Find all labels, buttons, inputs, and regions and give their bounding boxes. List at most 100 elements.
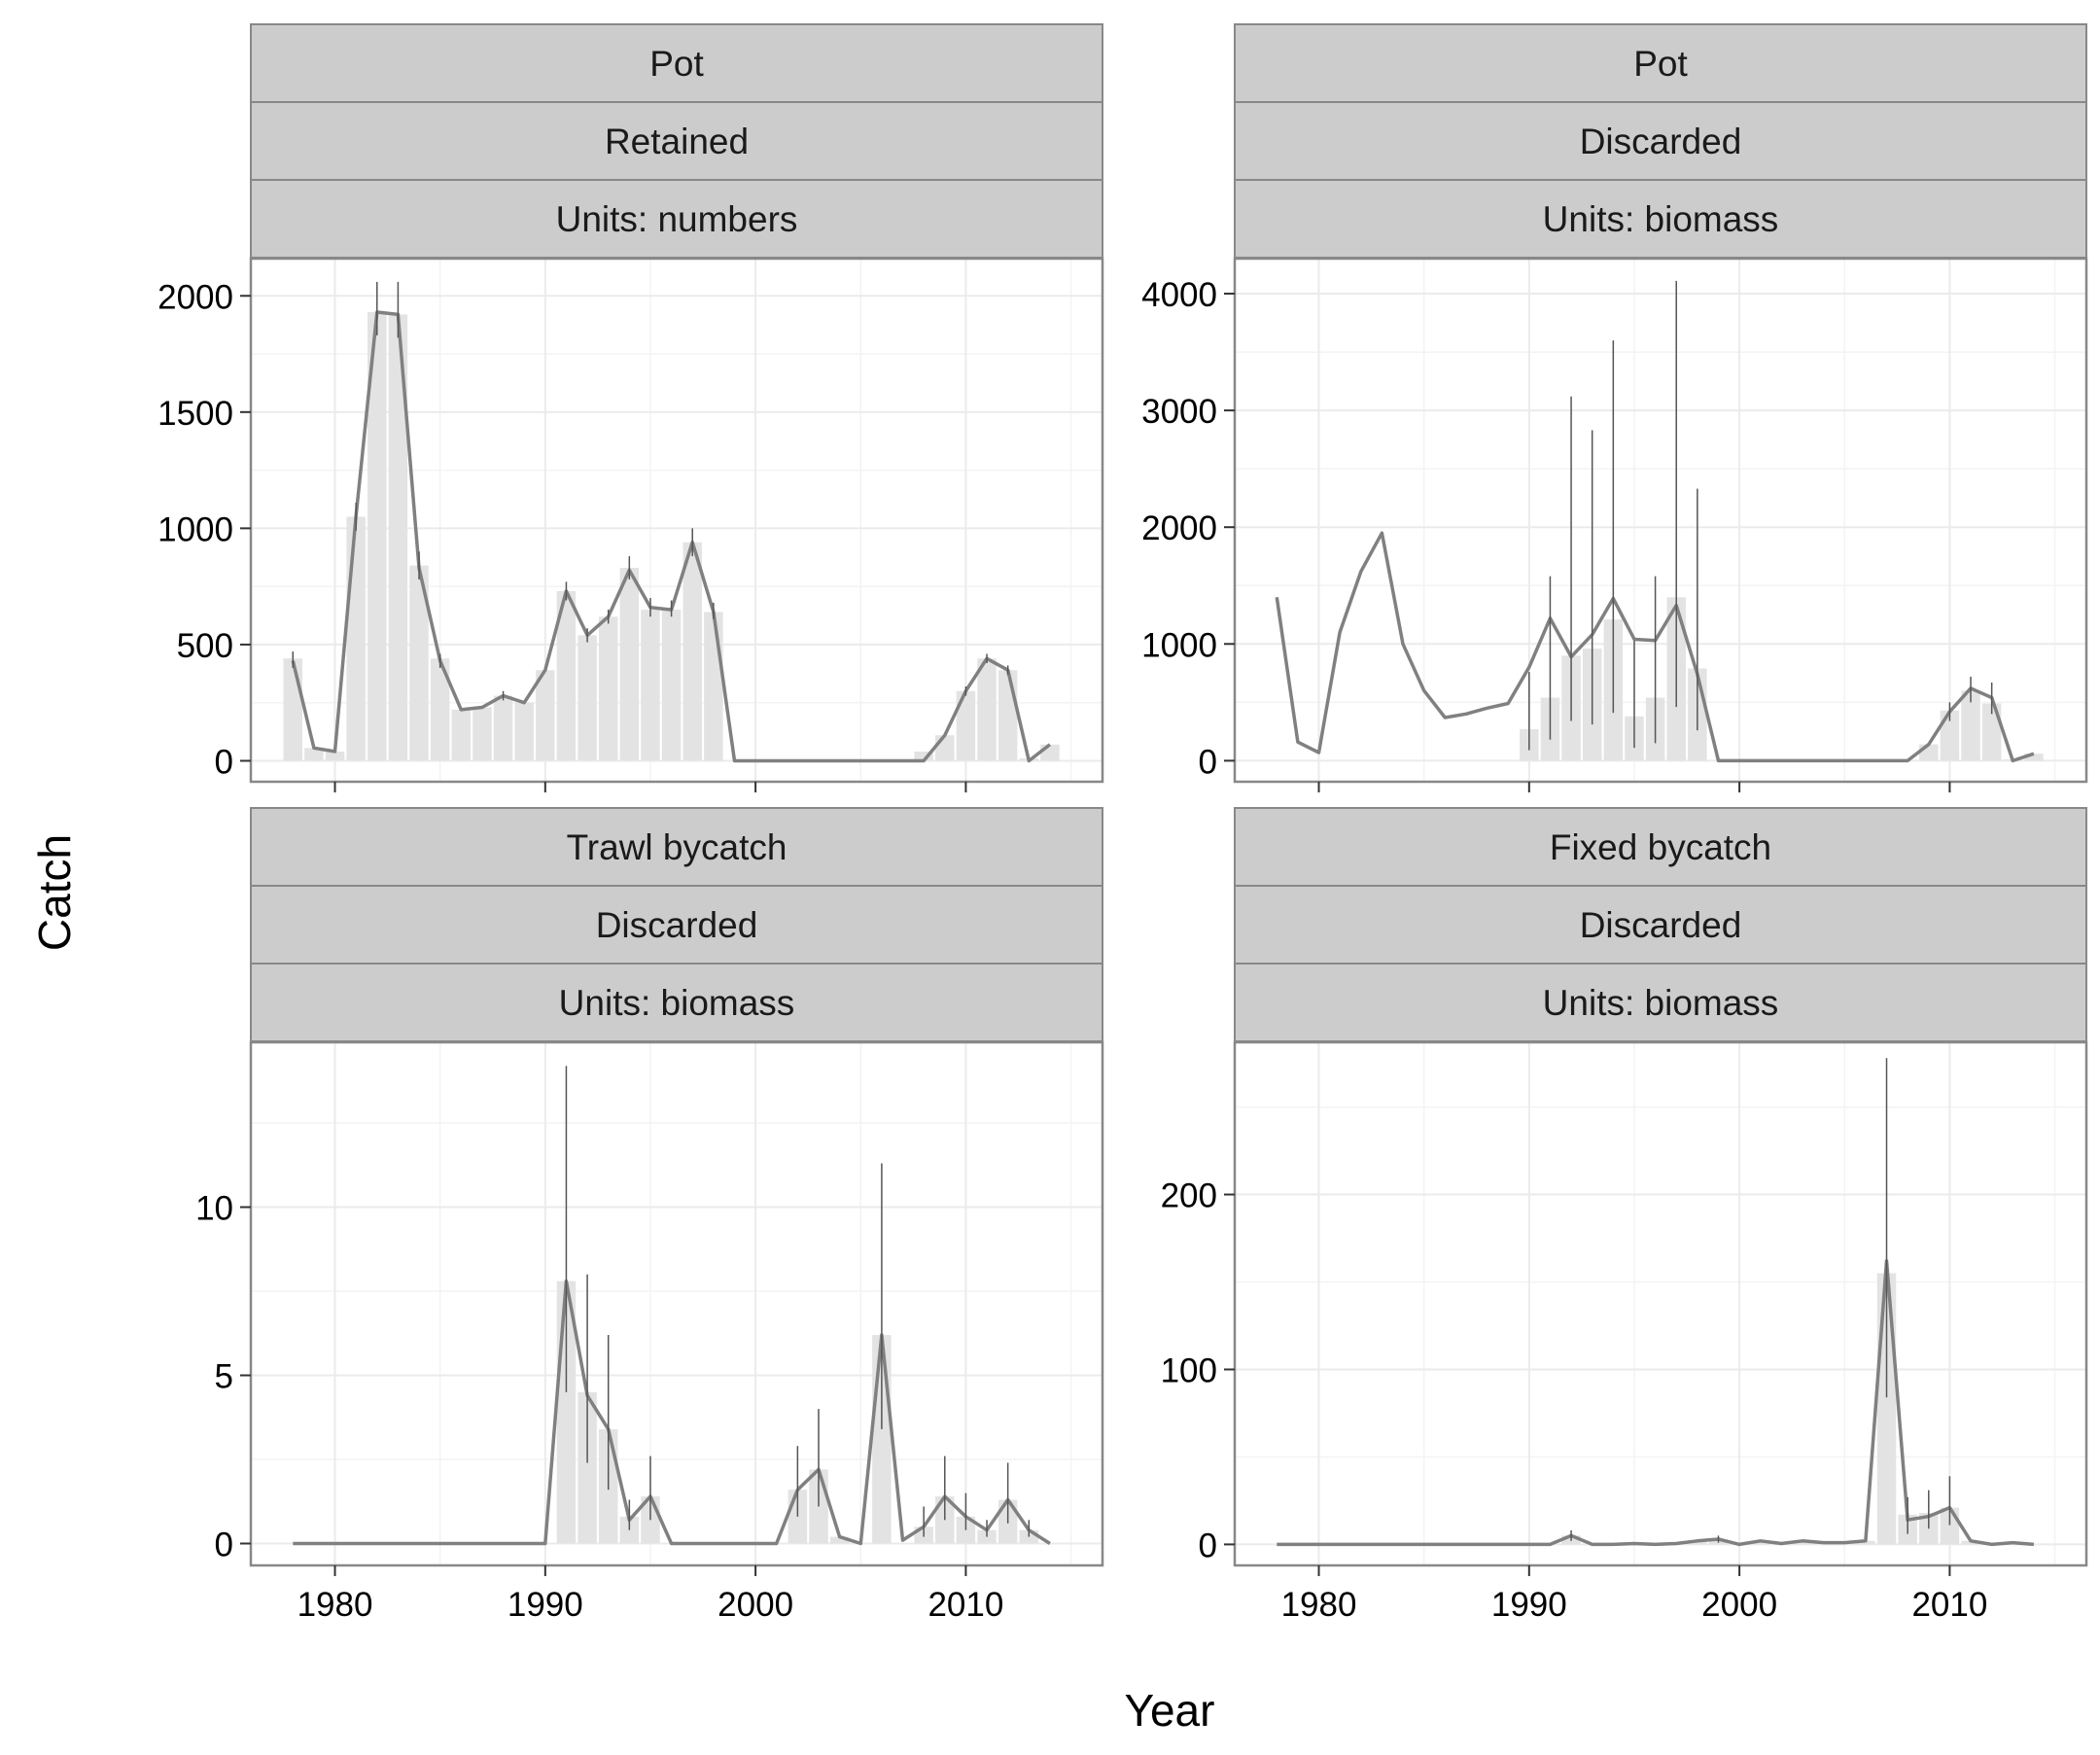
facet-panel-2: Pot Discarded Units: biomass 0 1000 2000 3000 4… — [1141, 23, 2088, 792]
bar — [536, 670, 555, 761]
bar — [619, 568, 640, 761]
facet-strip-label: Trawl bycatch — [567, 827, 788, 867]
bar — [493, 695, 513, 761]
x-tick-label: 2000 — [1701, 1586, 1777, 1624]
plot-area — [1235, 259, 2086, 782]
bar — [430, 658, 450, 761]
bar — [514, 702, 534, 761]
facet-strip-label: Units: biomass — [1543, 199, 1779, 239]
y-tick-label: 1500 — [158, 395, 233, 433]
y-tick-label: 0 — [1199, 743, 1217, 781]
bar — [598, 616, 618, 761]
bar — [935, 735, 955, 761]
facet-strip-label: Discarded — [596, 905, 758, 945]
y-tick-label: 0 — [1199, 1527, 1217, 1564]
bar — [2024, 754, 2044, 761]
x-tick-label: 1990 — [508, 1586, 583, 1624]
bar — [578, 1391, 597, 1544]
bar — [578, 635, 597, 761]
bar — [704, 612, 723, 761]
facet-strip-label: Pot — [1633, 44, 1688, 84]
bar — [1751, 1540, 1770, 1545]
bar — [682, 542, 702, 761]
facet-strip-label: Fixed bycatch — [1550, 827, 1771, 867]
x-axis-label: Year — [1125, 1685, 1215, 1736]
facet-strip — [1234, 963, 2087, 1042]
bar — [409, 565, 429, 761]
bar — [1961, 690, 1980, 761]
bar — [556, 590, 577, 761]
bar — [1040, 744, 1060, 761]
panel-border — [249, 1040, 1104, 1567]
y-tick-label: 100 — [1161, 1351, 1217, 1389]
y-tick-label: 1000 — [1141, 626, 1217, 664]
bar — [977, 658, 997, 761]
bar — [304, 748, 324, 761]
facet-strip-label: Units: biomass — [1543, 983, 1779, 1023]
facet-strip-label: Pot — [649, 44, 704, 84]
bar — [368, 311, 387, 761]
bar — [388, 314, 408, 761]
bar — [1961, 1540, 1980, 1545]
x-tick-label: 2010 — [1911, 1586, 1987, 1624]
bar — [1940, 710, 1960, 761]
facet-strip-label: Discarded — [1580, 122, 1742, 161]
y-tick-label: 200 — [1161, 1177, 1217, 1215]
plot-area — [251, 1042, 1102, 1565]
x-tick-label: 1980 — [1281, 1586, 1357, 1624]
y-tick-label: 2000 — [158, 278, 233, 316]
facet-strip — [250, 101, 1103, 181]
bar — [1688, 1540, 1707, 1545]
bar — [283, 658, 302, 761]
y-tick-label: 0 — [215, 743, 233, 781]
bar — [661, 610, 682, 761]
facet-strip — [250, 807, 1103, 887]
bar — [1981, 703, 2002, 761]
x-tick-label: 1990 — [1491, 1586, 1567, 1624]
facet-strip — [1234, 885, 2087, 965]
facet-strip — [250, 885, 1103, 965]
facet-strip — [250, 23, 1103, 103]
facet-panel-3: Trawl bycatch Discarded Units: biomass 0 5 10… — [195, 807, 1104, 1624]
y-axis-label: Catch — [29, 834, 80, 951]
x-tick-label: 2010 — [928, 1586, 1003, 1624]
y-tick-label: 4000 — [1141, 276, 1217, 314]
facet-strip-label: Units: biomass — [559, 983, 795, 1023]
bar — [641, 610, 660, 761]
facet-strip — [1234, 807, 2087, 887]
bar — [956, 690, 976, 761]
y-tick-label: 2000 — [1141, 509, 1217, 547]
y-tick-label: 5 — [215, 1358, 233, 1396]
y-tick-label: 0 — [215, 1527, 233, 1564]
bar — [998, 670, 1018, 761]
facet-strip-label: Retained — [605, 122, 749, 161]
bar — [914, 751, 933, 761]
bar — [1793, 1540, 1812, 1545]
plot-area — [1235, 1042, 2086, 1565]
panel-border — [1233, 1040, 2088, 1567]
bar — [1856, 1540, 1875, 1545]
facet-panel-1: Pot Retained Units: numbers 0 500 1000 1500 200… — [158, 23, 1104, 792]
bar — [325, 751, 345, 761]
y-tick-label: 10 — [195, 1190, 233, 1228]
facet-strip-label: Units: numbers — [556, 199, 798, 239]
facet-strip — [250, 963, 1103, 1042]
y-tick-label: 1000 — [158, 510, 233, 548]
panel-border — [249, 257, 1104, 784]
y-tick-label: 3000 — [1141, 393, 1217, 431]
x-tick-label: 2000 — [718, 1586, 793, 1624]
bar — [472, 707, 492, 761]
bar — [451, 709, 472, 761]
facet-strip — [1234, 23, 2087, 103]
x-tick-label: 1980 — [298, 1586, 373, 1624]
bar — [1919, 744, 1939, 761]
bar — [829, 1536, 850, 1544]
facet-strip-label: Discarded — [1580, 905, 1742, 945]
panel-border — [1233, 257, 2088, 784]
y-tick-label: 500 — [177, 627, 233, 665]
bar — [346, 516, 366, 761]
facet-strip — [1234, 179, 2087, 259]
facet-panel-4: Fixed bycatch Discarded Units: biomass 0 100… — [1161, 807, 2088, 1624]
